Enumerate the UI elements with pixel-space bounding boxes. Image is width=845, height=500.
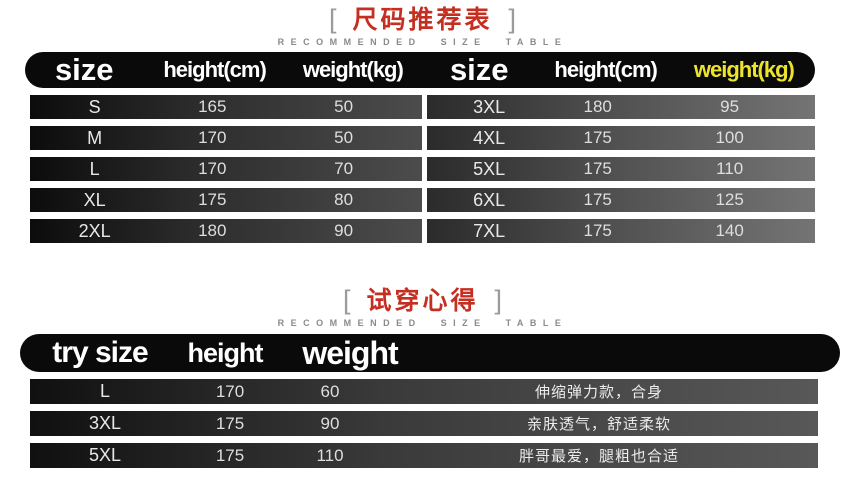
table-row: L 170 70 5XL 175 110 (25, 157, 815, 181)
table-row: L 170 60 伸缩弹力款，合身 (30, 379, 818, 404)
size-row-right: 5XL 175 110 (427, 157, 815, 181)
weight-value: 110 (316, 445, 344, 465)
height-value: 175 (215, 413, 245, 433)
weight-value: 90 (334, 221, 354, 240)
table-row: XL 175 80 6XL 175 125 (25, 188, 815, 212)
weight-value: 125 (715, 190, 744, 209)
right-bracket-decoration: ] (508, 4, 517, 34)
header-height-label: height(cm) (163, 57, 266, 82)
table-row: S 165 50 3XL 180 95 (25, 95, 815, 119)
size-value: 4XL (473, 127, 506, 148)
fit-comment: 伸缩弹力款，合身 (534, 384, 663, 401)
weight-value: 110 (716, 159, 744, 178)
height-value: 170 (215, 381, 245, 401)
size-recommendation-section: [ 尺码推荐表 ] RECOMMENDED SIZE TABLE size he… (0, 0, 845, 243)
weight-value: 90 (320, 413, 340, 433)
size-row-right: 3XL 180 95 (427, 95, 815, 119)
weight-value: 80 (334, 190, 354, 209)
try-on-section: [ 试穿心得 ] RECOMMENDED SIZE TABLE try size… (0, 243, 845, 468)
table1-header-left: size height(cm) weight(kg) (25, 52, 420, 88)
size-value: L (99, 381, 110, 401)
table-row: 2XL 180 90 7XL 175 140 (25, 219, 815, 243)
section2-title-row: [ 试穿心得 ] (0, 243, 845, 315)
table-row: 3XL 175 90 亲肤透气，舒适柔软 (30, 411, 818, 436)
height-value: 180 (583, 97, 612, 116)
size-row-left: S 165 50 (30, 95, 422, 119)
height-value: 175 (198, 190, 227, 209)
header-try-size-label: try size (52, 336, 148, 369)
section2-title: 试穿心得 (366, 287, 479, 315)
table2-header-band: try size height weight (20, 334, 840, 372)
section1-title: 尺码推荐表 (352, 6, 493, 34)
weight-value: 100 (715, 128, 744, 147)
size-row-right: 6XL 175 125 (427, 188, 815, 212)
size-row-left: 2XL 180 90 (30, 219, 422, 243)
size-row-right: 4XL 175 100 (427, 126, 815, 150)
table2-rows: L 170 60 伸缩弹力款，合身 3XL 175 90 亲肤透气，舒适柔软 5… (30, 379, 818, 468)
height-value: 180 (198, 221, 227, 240)
height-value: 170 (198, 159, 227, 178)
header-weight-label-highlighted: weight(kg) (693, 57, 795, 82)
header-weight-label: weight (302, 334, 398, 371)
size-value: 6XL (473, 189, 506, 210)
header-weight-label: weight(kg) (302, 57, 404, 82)
table-row: M 170 50 4XL 175 100 (25, 126, 815, 150)
size-row-left: XL 175 80 (30, 188, 422, 212)
height-value: 175 (583, 159, 612, 178)
weight-value: 95 (720, 97, 740, 116)
height-value: 175 (583, 128, 612, 147)
weight-value: 50 (334, 128, 354, 147)
size-value: L (89, 158, 100, 179)
height-value: 175 (583, 190, 612, 209)
height-value: 170 (198, 128, 227, 147)
weight-value: 60 (320, 381, 340, 401)
size-value: 3XL (88, 413, 122, 433)
height-value: 175 (583, 221, 612, 240)
table1-rows: S 165 50 3XL 180 95 M 170 50 4XL (25, 95, 815, 243)
fit-comment: 胖哥最爱，腿粗也合适 (518, 448, 679, 465)
header-size-label: size (449, 52, 509, 87)
section2-subtitle: RECOMMENDED SIZE TABLE (277, 318, 568, 328)
size-value: 5XL (88, 445, 122, 465)
size-value: XL (83, 189, 106, 210)
size-value: 2XL (78, 220, 111, 241)
fit-comment: 亲肤透气，舒适柔软 (526, 416, 671, 433)
height-value: 165 (198, 97, 227, 116)
section1-title-row: [ 尺码推荐表 ] (0, 0, 845, 34)
size-row-left: L 170 70 (30, 157, 422, 181)
height-value: 175 (215, 445, 245, 465)
left-bracket-decoration: [ (328, 4, 337, 34)
size-value: 5XL (473, 158, 506, 179)
header-height-label: height (187, 337, 264, 368)
table1-header-band: size height(cm) weight(kg) size height(c… (25, 52, 815, 88)
table-row: 5XL 175 110 胖哥最爱，腿粗也合适 (30, 443, 818, 468)
section1-subtitle: RECOMMENDED SIZE TABLE (277, 37, 568, 47)
header-height-label: height(cm) (554, 57, 657, 82)
weight-value: 50 (334, 97, 354, 116)
table1-header-right: size height(cm) weight(kg) (420, 52, 815, 88)
size-row-right: 7XL 175 140 (427, 219, 815, 243)
size-row-left: M 170 50 (30, 126, 422, 150)
size-value: 3XL (473, 96, 506, 117)
size-value: S (88, 96, 101, 117)
size-value: M (87, 127, 103, 148)
left-bracket-decoration: [ (342, 285, 351, 315)
weight-value: 140 (715, 221, 744, 240)
right-bracket-decoration: ] (494, 285, 503, 315)
header-size-label: size (54, 52, 114, 87)
size-value: 7XL (473, 220, 506, 241)
weight-value: 70 (334, 159, 354, 178)
